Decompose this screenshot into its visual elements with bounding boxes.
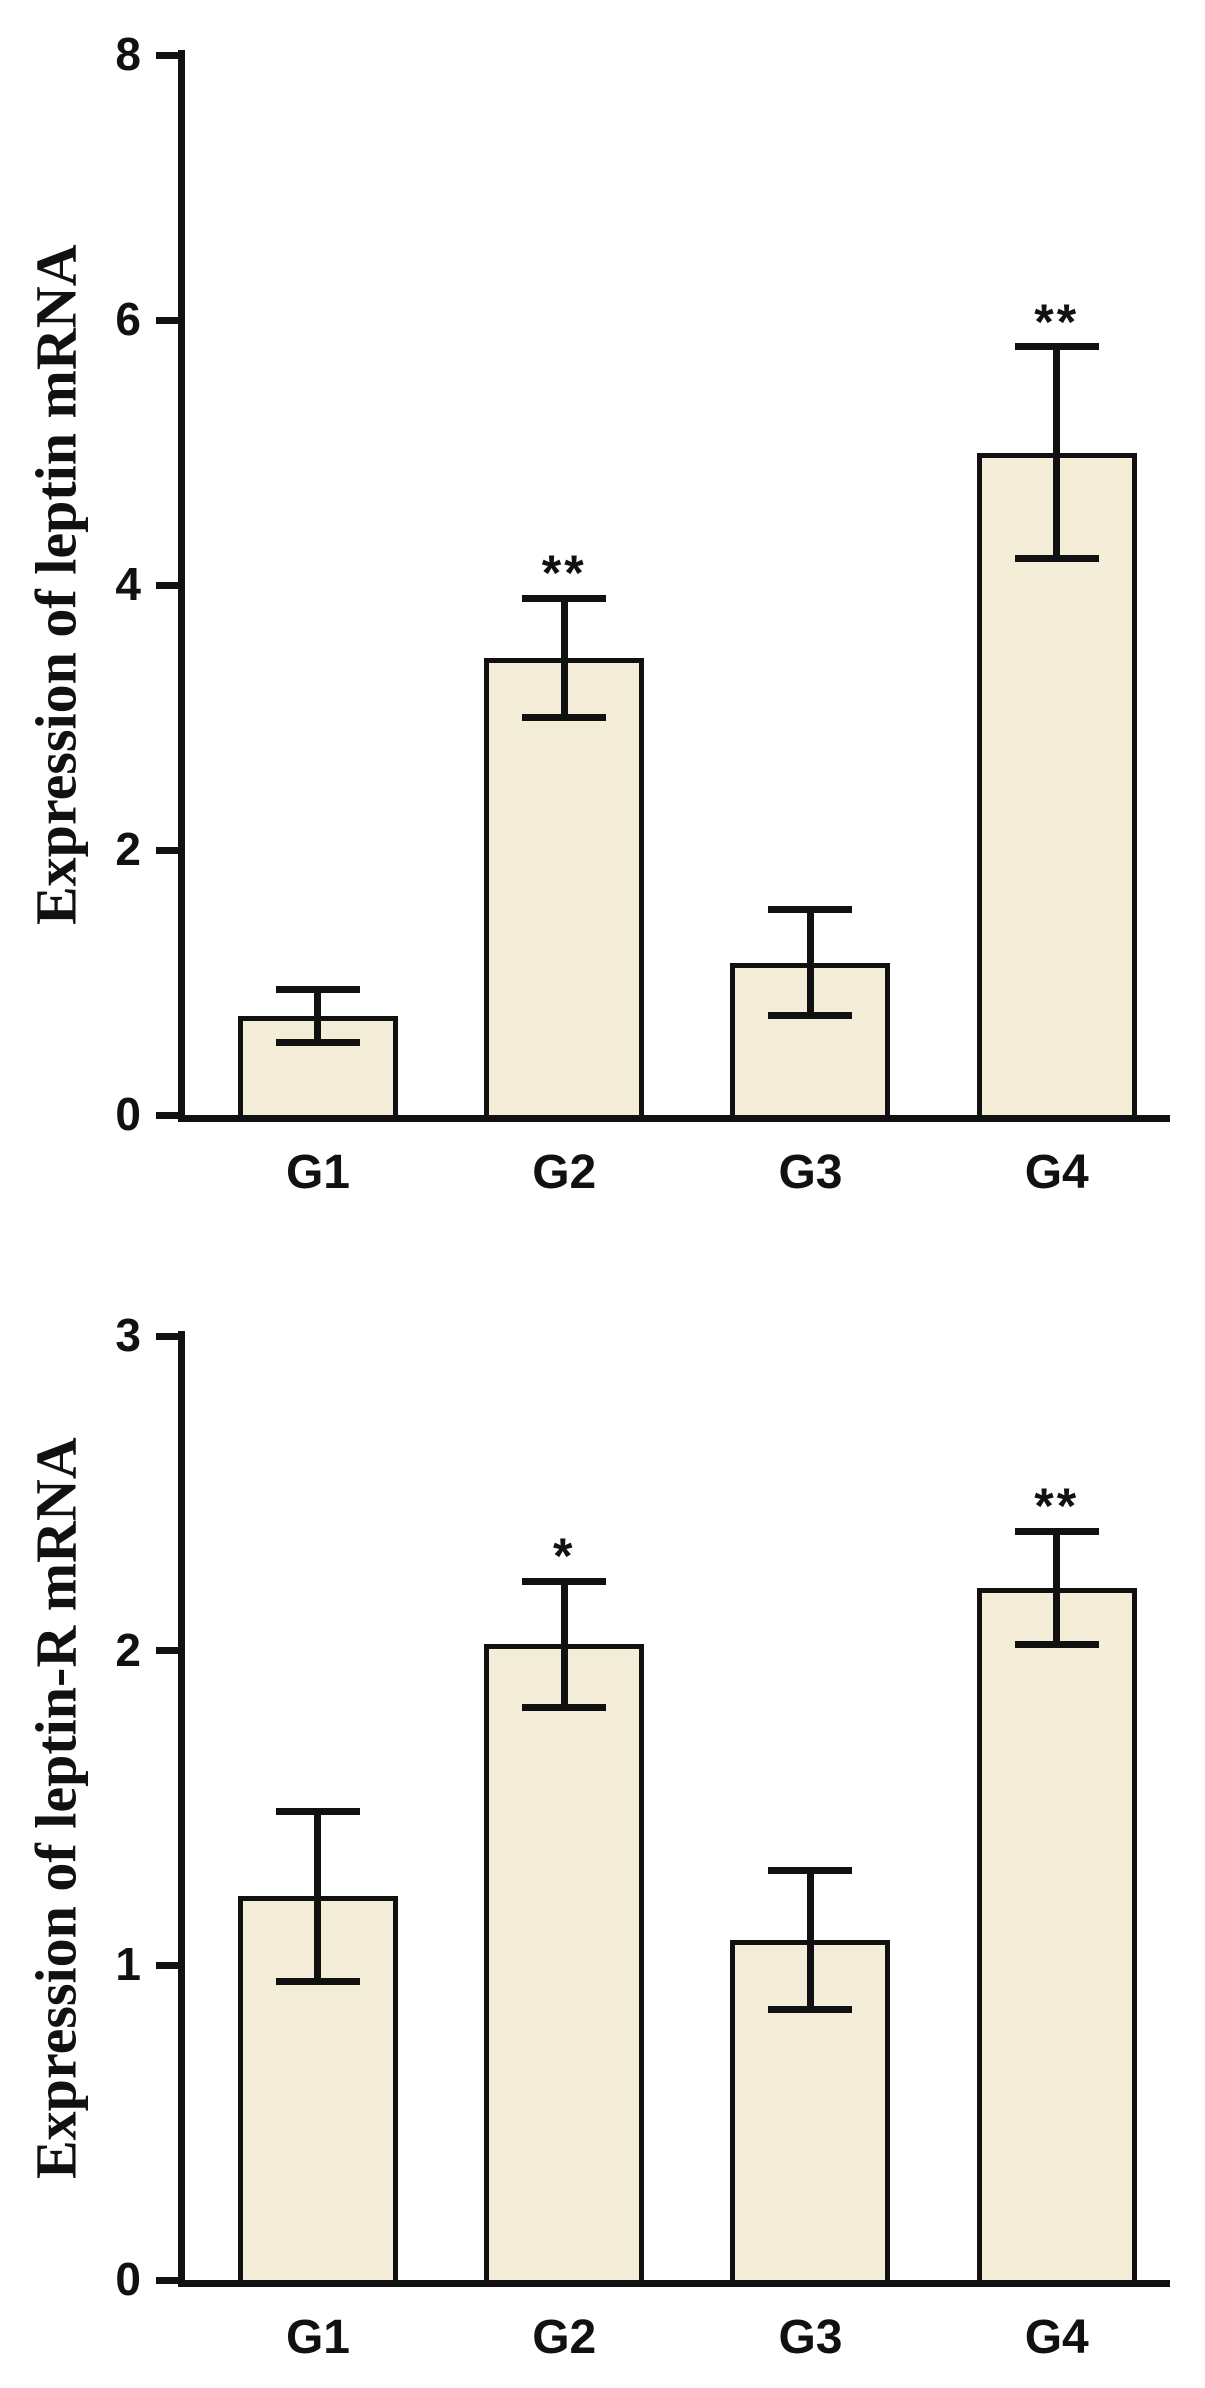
x-category-label: G4 — [1024, 2311, 1089, 2364]
y-axis-title: Expression of leptin-R mRNA — [23, 1437, 89, 2179]
x-category-label: G3 — [778, 2311, 843, 2364]
error-bar-cap-bottom — [1014, 555, 1099, 562]
x-category-label: G2 — [532, 2311, 597, 2364]
y-axis-line — [178, 50, 185, 1122]
bar-g4 — [976, 452, 1137, 1115]
error-bar-cap-bottom — [275, 1977, 360, 1985]
significance-label: ** — [1034, 293, 1080, 350]
y-tick-mark — [156, 1332, 179, 1340]
bar-g2 — [484, 1644, 645, 2280]
y-tick-mark — [156, 1961, 179, 1969]
plot-area: 0 2 4 6 8 ** ** — [115, 28, 1170, 1140]
chart-leptin-r-mrna: Expression of leptin-R mRNA 0 1 2 3 * ** G1 G2… — [0, 1210, 1205, 2388]
error-bar-cap-bottom — [768, 1012, 853, 1020]
y-tick-label: 3 — [115, 1308, 141, 1361]
y-tick-mark — [156, 1647, 179, 1655]
x-axis-labels: G1 G2 G3 G4 — [185, 2310, 1170, 2370]
error-bar-cap-top — [768, 906, 853, 914]
x-category-label: G3 — [778, 1146, 843, 1199]
y-tick-mark — [156, 1111, 179, 1119]
error-bar-cap-bottom — [1014, 1640, 1099, 1648]
x-category-label: G1 — [285, 1146, 350, 1199]
error-bar-cap-bottom — [522, 714, 607, 721]
error-bar-stem — [806, 909, 814, 1016]
y-tick-label: 2 — [115, 822, 141, 875]
significance-label: * — [552, 1528, 576, 1585]
x-axis-labels: G1 G2 G3 G4 — [185, 1145, 1170, 1205]
y-tick-mark — [156, 581, 179, 589]
x-category-label: G4 — [1024, 1146, 1089, 1199]
error-bar-cap-bottom — [768, 2005, 853, 2013]
x-axis-line — [178, 1115, 1170, 1122]
error-bar-stem — [314, 989, 322, 1043]
y-tick-label: 2 — [115, 1623, 141, 1676]
error-bar-cap-top — [1014, 343, 1099, 350]
x-axis-line — [178, 2280, 1170, 2287]
significance-label: ** — [541, 545, 587, 602]
y-axis-line — [178, 1331, 185, 2287]
error-bar-cap-top — [1014, 1527, 1099, 1535]
y-tick-mark — [156, 846, 179, 854]
y-tick-label: 0 — [115, 1087, 141, 1140]
y-tick-mark — [156, 51, 179, 59]
error-bar-cap-bottom — [522, 1703, 607, 1711]
error-bar-stem — [1053, 1531, 1061, 1645]
y-tick-label: 1 — [115, 1938, 141, 1991]
error-bar-cap-top — [522, 594, 607, 602]
error-bar-stem — [560, 1581, 568, 1708]
significance-label: ** — [1034, 1478, 1080, 1535]
chart-leptin-mrna: Expression of leptin mRNA 0 2 4 6 8 ** ** G1 G2… — [24, 28, 1170, 1205]
y-tick-label: 0 — [115, 2252, 141, 2305]
bar-g2 — [484, 657, 645, 1115]
y-tick-label: 8 — [115, 27, 141, 80]
y-tick-mark — [156, 2276, 179, 2284]
x-category-label: G2 — [532, 1146, 597, 1199]
y-tick-label: 6 — [115, 292, 141, 345]
plot-area: 0 1 2 3 * ** — [115, 1309, 1170, 2305]
error-bar-cap-top — [522, 1577, 607, 1585]
y-tick-mark — [156, 316, 179, 324]
error-bar-cap-bottom — [275, 1038, 360, 1046]
error-bar-stem — [314, 1811, 322, 1982]
error-bar-cap-top — [275, 985, 360, 993]
error-bar-cap-top — [768, 1867, 853, 1875]
y-tick-label: 4 — [115, 557, 141, 610]
error-bar-stem — [1053, 346, 1061, 559]
bar-g4 — [976, 1587, 1137, 2280]
error-bar-stem — [806, 1870, 814, 2010]
error-bar-stem — [560, 598, 568, 718]
x-category-label: G1 — [285, 2311, 350, 2364]
error-bar-cap-top — [275, 1807, 360, 1815]
